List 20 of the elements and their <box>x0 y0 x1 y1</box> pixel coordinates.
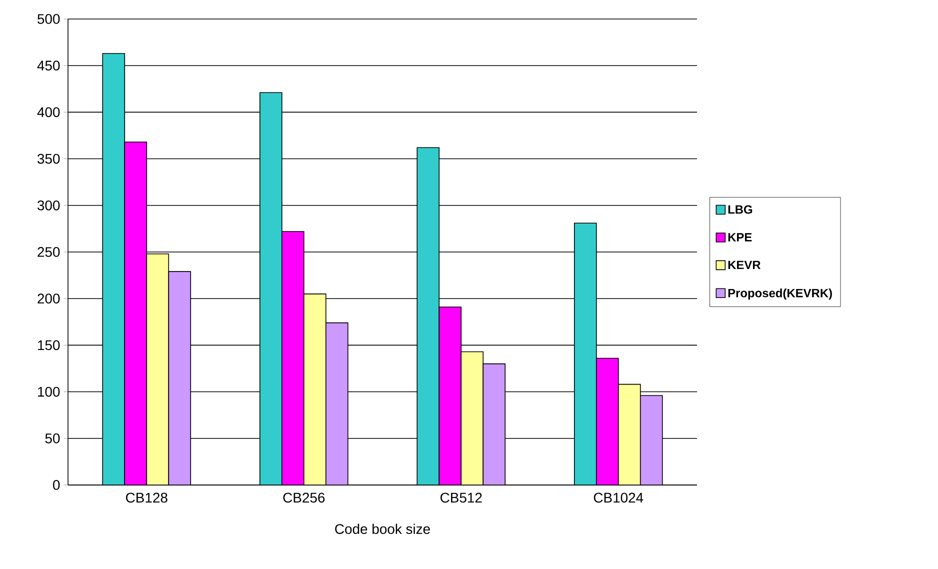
y-tick-label: 300 <box>38 200 60 210</box>
legend-label: LBG <box>728 205 752 214</box>
y-tick-label: 350 <box>38 154 60 164</box>
y-tick-label: 150 <box>38 340 60 350</box>
y-tick-label: 100 <box>38 386 60 397</box>
y-tick-label: 500 <box>38 14 60 24</box>
legend-label: KPE <box>728 233 752 242</box>
x-tick-label: CB256 <box>283 492 325 503</box>
y-tick-label: 400 <box>37 107 60 118</box>
legend-label: KEVR <box>728 260 761 270</box>
x-axis-title: Code book size <box>335 524 430 534</box>
x-tick-label: CB1024 <box>594 492 644 503</box>
y-tick-label: 200 <box>38 294 60 304</box>
x-tick-label: CB128 <box>126 492 168 503</box>
x-tick-label: CB512 <box>440 492 482 503</box>
y-tick-label: 50 <box>45 433 60 444</box>
legend-label: Proposed(KEVRK) <box>728 288 832 300</box>
y-tick-label: 450 <box>37 60 60 71</box>
y-tick-label: 250 <box>38 247 60 257</box>
y-tick-label: 0 <box>53 480 60 490</box>
